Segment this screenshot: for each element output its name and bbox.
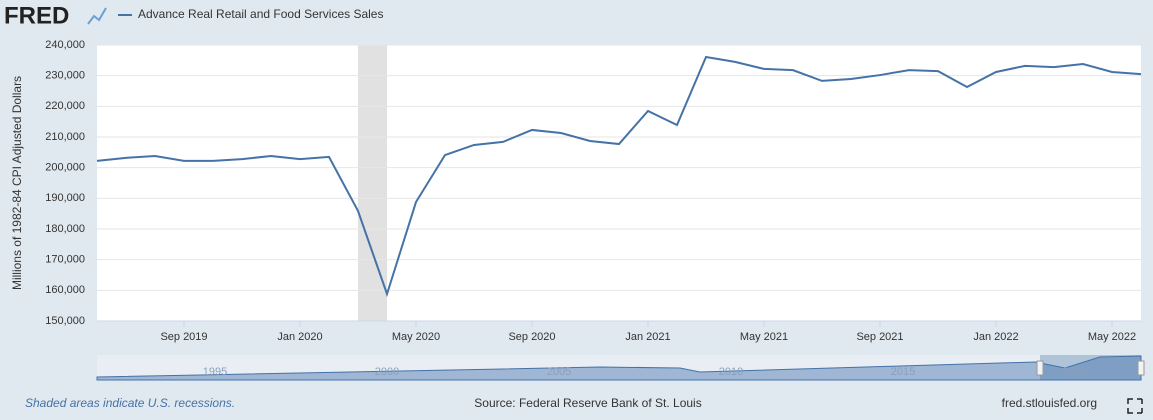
y-tick-label: 230,000 <box>45 70 85 82</box>
y-tick-label: 210,000 <box>45 131 85 143</box>
x-tick-label: May 2021 <box>740 331 788 343</box>
navigator-label: 2005 <box>547 366 571 378</box>
y-tick-label: 240,000 <box>45 39 85 51</box>
y-tick-label: 150,000 <box>45 315 85 327</box>
x-tick-label: Jan 2022 <box>973 331 1018 343</box>
fullscreen-icon[interactable] <box>1127 398 1143 414</box>
series-line <box>96 55 1142 298</box>
plot-area <box>97 45 1141 321</box>
navigator-area <box>96 355 1142 381</box>
logo: FRED <box>4 2 69 29</box>
x-tick-label: Sep 2020 <box>508 331 555 343</box>
source: Source: Federal Reserve Bank of St. Loui… <box>474 396 701 410</box>
navigator-label: 2020 <box>1063 366 1087 378</box>
navigator-label: 2015 <box>891 366 915 378</box>
x-tick-label: Sep 2021 <box>856 331 903 343</box>
x-tick-label: Jan 2020 <box>277 331 322 343</box>
navigator-label: 2000 <box>375 366 399 378</box>
legend-label: Advance Real Retail and Food Services Sa… <box>138 7 383 21</box>
y-tick-label: 220,000 <box>45 100 85 112</box>
y-axis-label: Millions of 1982-84 CPI Adjusted Dollars <box>10 76 24 290</box>
x-tick-label: May 2020 <box>392 331 440 343</box>
y-tick-label: 160,000 <box>45 284 85 296</box>
navigator-handle[interactable] <box>1036 360 1044 376</box>
y-tick-label: 200,000 <box>45 162 85 174</box>
x-tick-label: Sep 2019 <box>160 331 207 343</box>
recession-note: Shaded areas indicate U.S. recessions. <box>25 396 235 410</box>
x-tick-label: Jan 2021 <box>625 331 670 343</box>
navigator-label: 2010 <box>719 366 743 378</box>
site: fred.stlouisfed.org <box>1002 396 1097 410</box>
navigator-window[interactable] <box>1040 355 1141 380</box>
logo-icon <box>87 7 107 25</box>
navigator-label: 1995 <box>203 366 227 378</box>
y-tick-label: 180,000 <box>45 223 85 235</box>
x-tick-label: May 2022 <box>1088 331 1136 343</box>
navigator-handle[interactable] <box>1137 360 1145 376</box>
y-tick-label: 190,000 <box>45 192 85 204</box>
recession-band <box>358 45 387 321</box>
y-tick-label: 170,000 <box>45 254 85 266</box>
